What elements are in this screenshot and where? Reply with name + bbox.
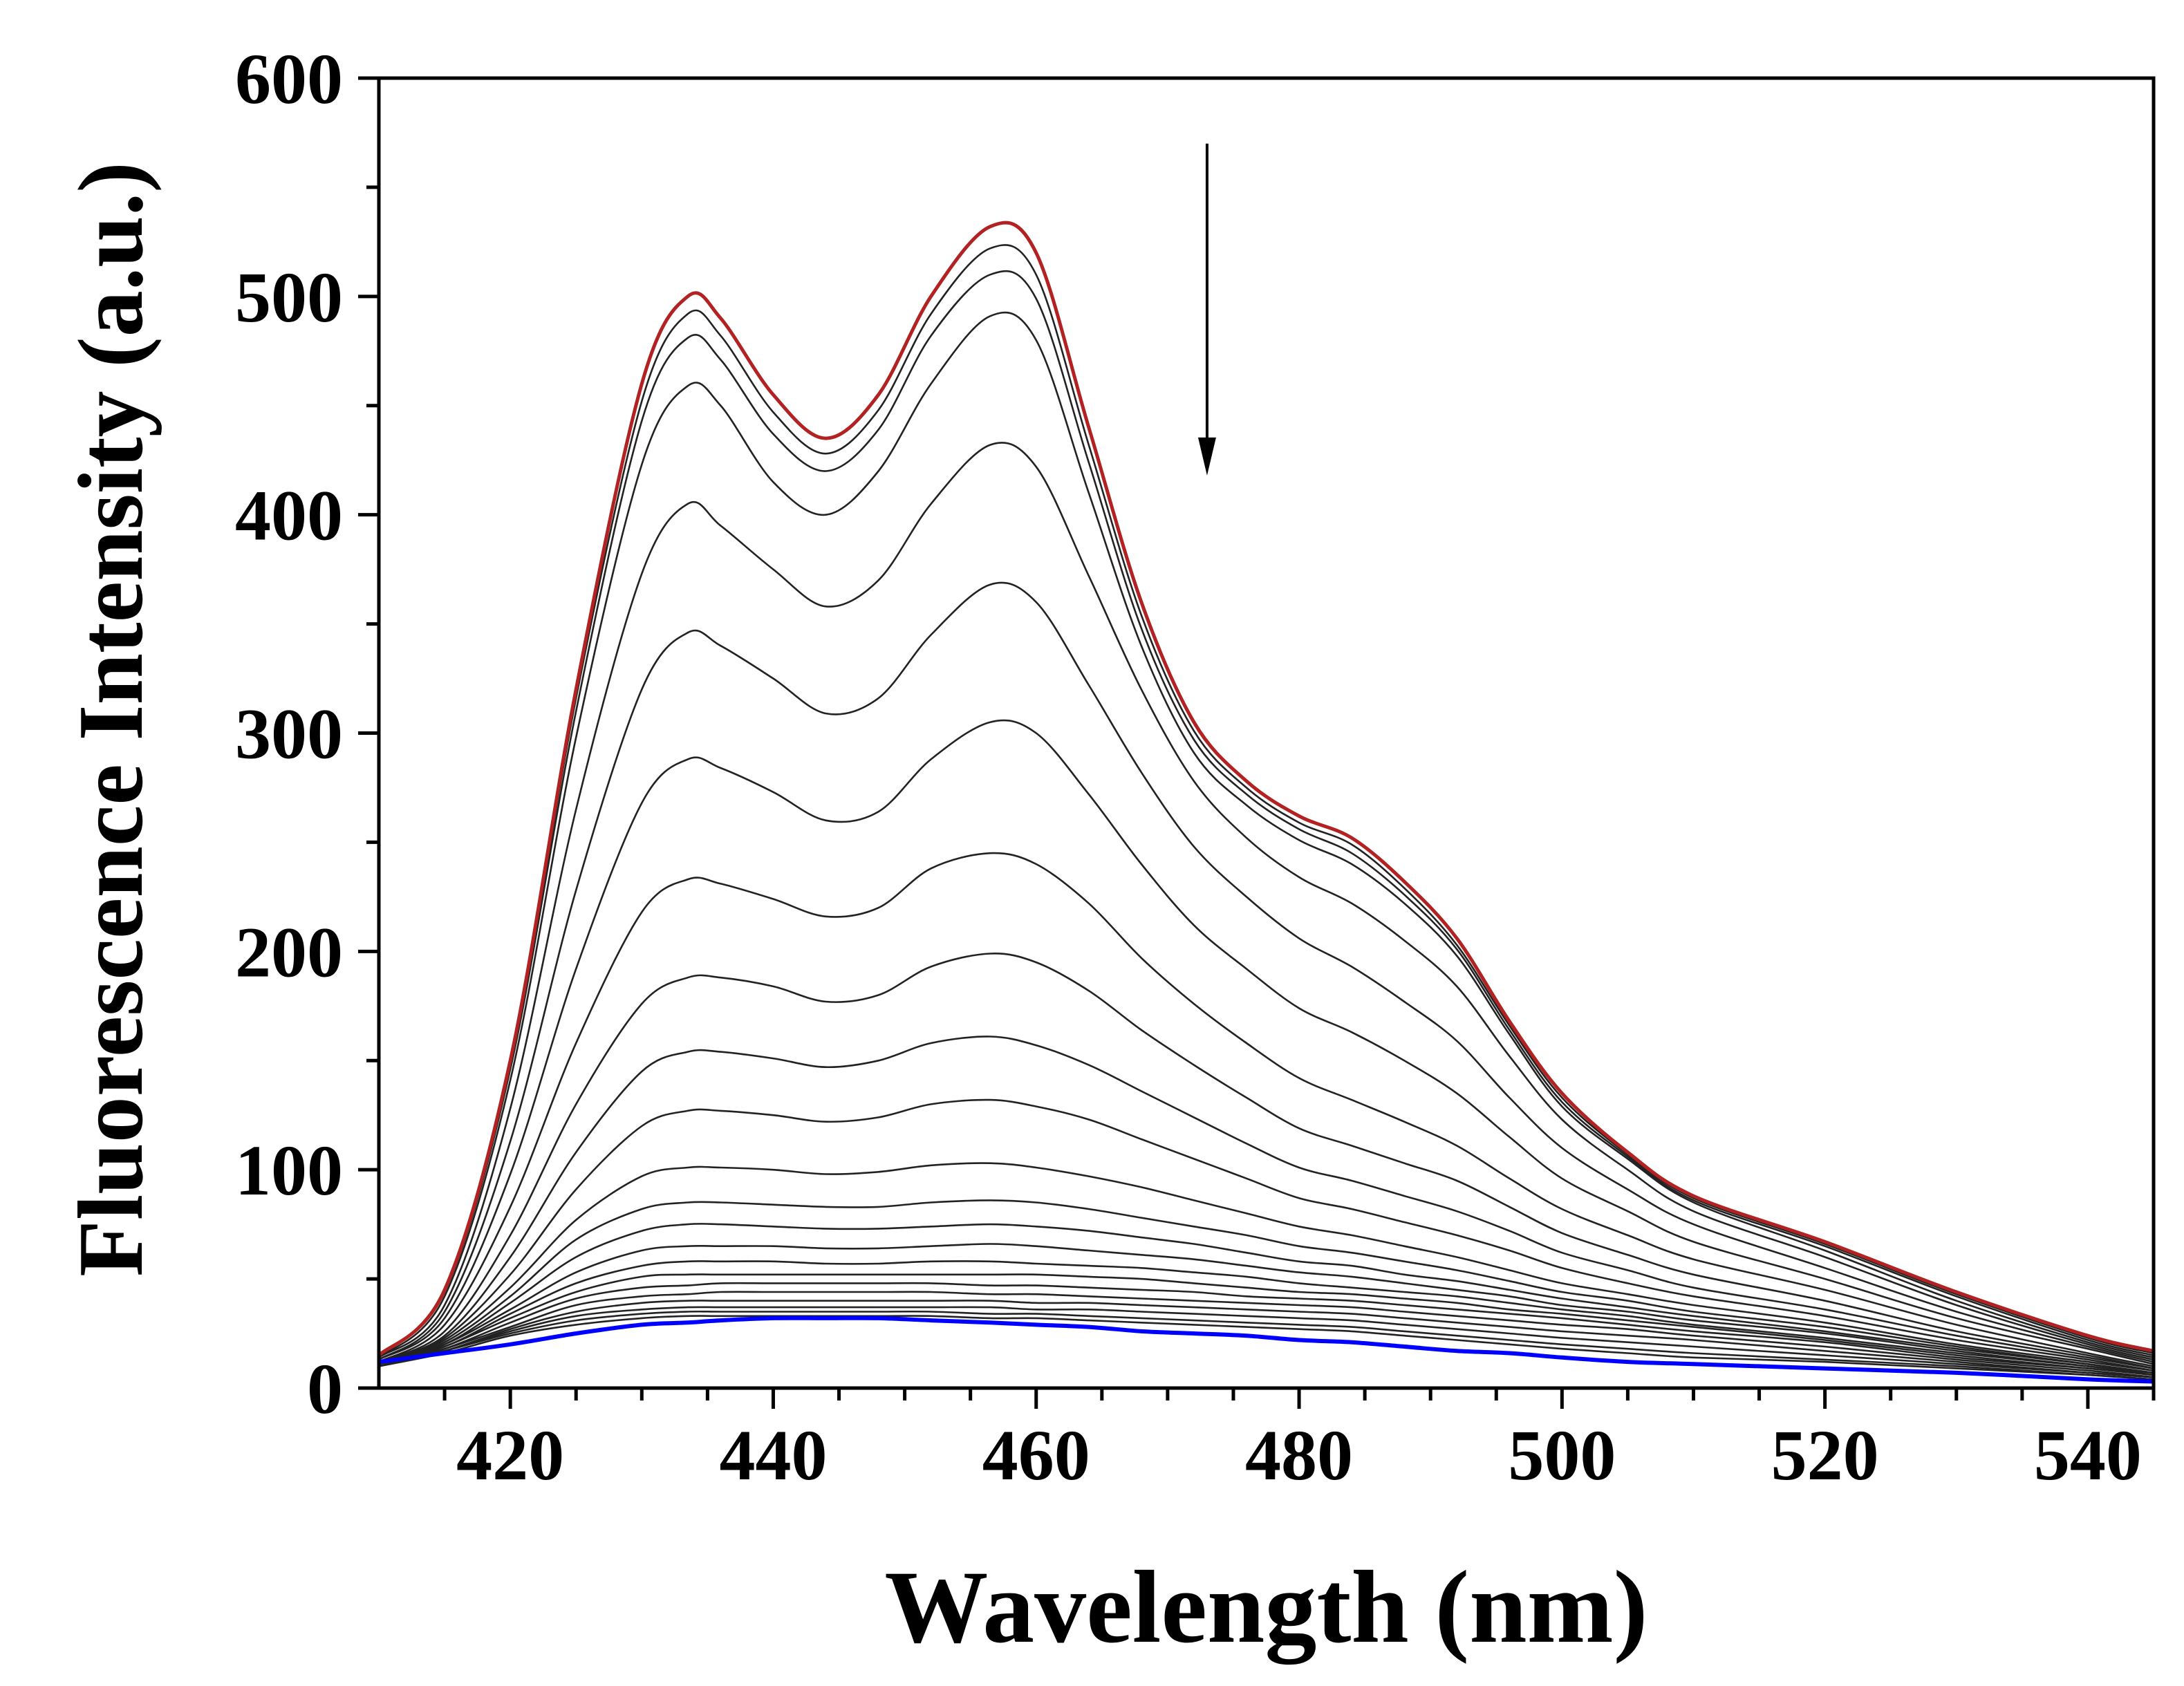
trend-arrow-head-icon <box>1197 437 1216 476</box>
labels-layer: 420 440 460 480 500 520 540 0 100 200 300 400 500 600… <box>59 39 2142 1665</box>
series-line-s20 <box>378 1300 2154 1378</box>
series-line-last <box>378 1315 2154 1384</box>
series-line-s15 <box>378 1243 2154 1374</box>
series-line-s14 <box>378 1222 2154 1374</box>
series-line-s23 <box>378 1315 2154 1380</box>
x-tick-label: 520 <box>1771 1416 1879 1495</box>
series-layer <box>377 221 2154 1384</box>
y-tick-label: 600 <box>235 39 343 119</box>
x-tick-label: 460 <box>982 1416 1090 1495</box>
series-line-s8 <box>378 852 2154 1367</box>
series-line-s3 <box>378 270 2154 1356</box>
annotation-layer <box>1197 143 1216 476</box>
axes-layer <box>358 76 2156 1409</box>
series-line-s13 <box>378 1199 2154 1374</box>
series-line-s16 <box>378 1260 2154 1376</box>
x-tick-label: 420 <box>456 1416 564 1495</box>
series-line-s21 <box>378 1306 2154 1378</box>
series-line-s22 <box>378 1310 2154 1380</box>
series-line-s10 <box>378 1036 2154 1369</box>
series-line-s7 <box>378 719 2154 1365</box>
series-line-s11 <box>378 1098 2154 1371</box>
y-tick-label: 300 <box>235 695 343 774</box>
x-tick-label: 440 <box>719 1416 827 1495</box>
series-line-s5 <box>378 442 2154 1361</box>
series-line-s17 <box>378 1273 2154 1376</box>
y-tick-label: 500 <box>235 258 343 337</box>
series-line-s12 <box>378 1162 2154 1371</box>
x-tick-label: 500 <box>1508 1416 1616 1495</box>
x-tick-label: 480 <box>1245 1416 1353 1495</box>
y-tick-label: 0 <box>307 1349 343 1429</box>
y-tick-label: 100 <box>235 1131 343 1210</box>
plot-frame <box>377 76 2156 1390</box>
series-line-s9 <box>378 953 2154 1369</box>
series-line-first <box>377 221 2154 1357</box>
x-tick-label: 540 <box>2034 1416 2142 1495</box>
y-axis-title: Fluorescence Intensity (a.u.) <box>59 162 162 1277</box>
series-line-s4 <box>378 311 2154 1359</box>
series-line-s6 <box>378 581 2154 1363</box>
series-line-s19 <box>378 1291 2154 1378</box>
x-axis-title: Wavelength (nm) <box>884 1550 1648 1665</box>
y-tick-label: 400 <box>235 476 343 556</box>
series-line-s18 <box>378 1282 2154 1376</box>
y-tick-label: 200 <box>235 912 343 992</box>
